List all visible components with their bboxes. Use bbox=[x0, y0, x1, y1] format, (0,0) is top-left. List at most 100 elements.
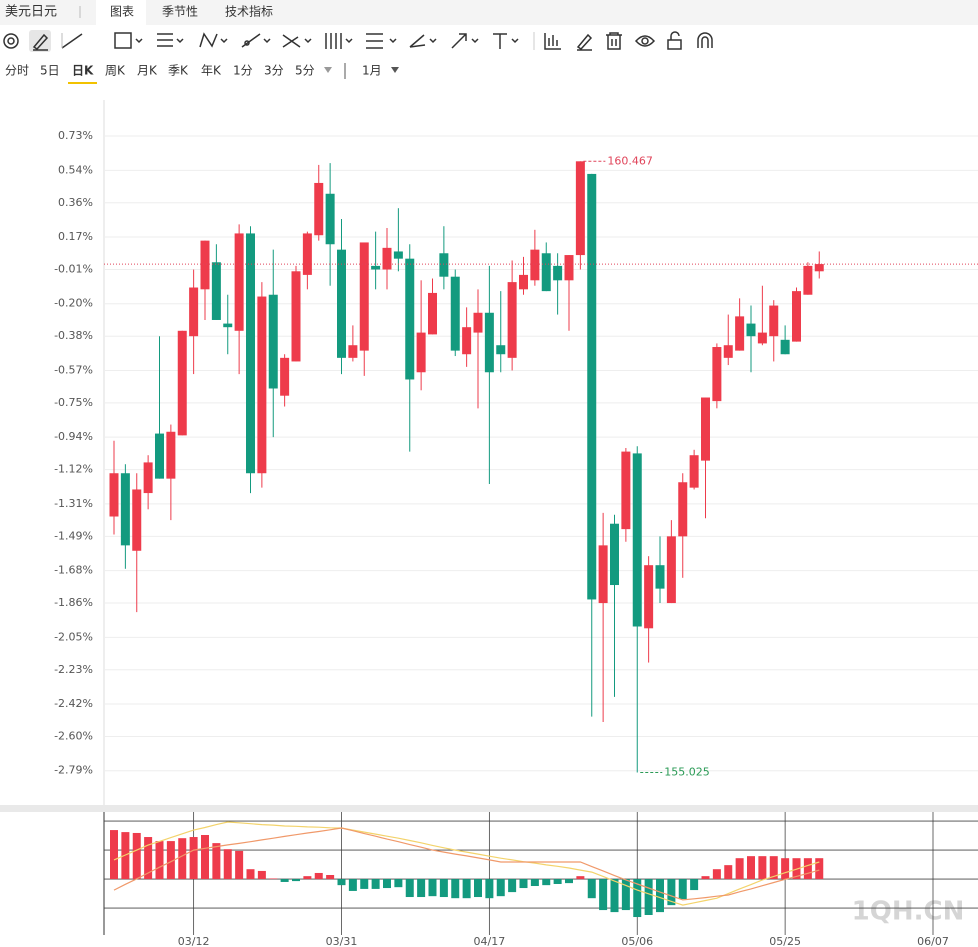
macd-bar bbox=[405, 879, 414, 898]
period-button[interactable]: 日K bbox=[72, 64, 94, 78]
period-button[interactable]: 年K bbox=[201, 64, 222, 78]
tool-icon[interactable] bbox=[697, 32, 713, 48]
period-button[interactable]: 5日 bbox=[40, 64, 60, 78]
candle-body bbox=[280, 357, 290, 396]
period-button[interactable]: 周K bbox=[105, 64, 126, 78]
tool-icon[interactable] bbox=[157, 33, 184, 47]
y-tick-label: 0.73% bbox=[58, 129, 93, 142]
candle-body bbox=[735, 316, 745, 351]
tool-icon[interactable] bbox=[409, 34, 437, 48]
candle-body bbox=[189, 287, 199, 337]
macd-line bbox=[113, 821, 820, 906]
tool-icon[interactable] bbox=[576, 33, 593, 51]
y-tick-label: -0.94% bbox=[54, 430, 93, 443]
macd-bar bbox=[803, 858, 812, 880]
period-button[interactable]: 分时 bbox=[5, 64, 29, 78]
macd-bar bbox=[781, 858, 790, 880]
candle-body bbox=[621, 451, 631, 530]
macd-bar bbox=[348, 879, 357, 891]
candle-body bbox=[166, 431, 176, 479]
macd-bar bbox=[735, 858, 744, 880]
y-tick-label: -1.86% bbox=[54, 596, 93, 609]
candle-body bbox=[177, 330, 187, 436]
y-tick-label: -1.31% bbox=[54, 497, 93, 510]
macd-bar bbox=[633, 879, 642, 918]
tool-icon[interactable] bbox=[114, 32, 143, 49]
range-button[interactable]: 1月 bbox=[362, 64, 382, 78]
tool-icon[interactable] bbox=[325, 33, 353, 49]
macd-bar bbox=[201, 835, 209, 880]
macd-bar bbox=[621, 879, 630, 911]
y-tick-label: -1.12% bbox=[54, 463, 93, 476]
candle-body bbox=[519, 274, 528, 290]
macd-bar bbox=[223, 849, 232, 880]
period-button[interactable]: 3分 bbox=[264, 64, 284, 78]
tool-icon[interactable] bbox=[61, 33, 83, 49]
macd-bar bbox=[815, 858, 824, 880]
y-tick-label: -2.05% bbox=[54, 630, 93, 643]
tool-icon[interactable] bbox=[451, 33, 479, 49]
macd-bar bbox=[394, 879, 403, 888]
macd-bar bbox=[383, 879, 391, 889]
tool-icon[interactable] bbox=[493, 33, 519, 49]
candle-body bbox=[337, 249, 346, 358]
tool-active-bg bbox=[29, 30, 51, 52]
dropdown-arrow[interactable] bbox=[391, 67, 399, 73]
macd-bar bbox=[155, 841, 164, 880]
y-tick-label: -0.01% bbox=[54, 262, 93, 275]
candle-body bbox=[723, 345, 733, 358]
tool-icon[interactable] bbox=[667, 31, 682, 50]
tool-icon[interactable] bbox=[634, 35, 656, 47]
macd-bar bbox=[519, 879, 528, 889]
candle-body bbox=[439, 253, 449, 277]
candle-body bbox=[701, 397, 710, 461]
candle-body bbox=[792, 291, 801, 342]
macd-bar bbox=[110, 830, 118, 880]
max-label: 160.467 bbox=[607, 154, 653, 167]
tab[interactable]: 技术指标 bbox=[225, 4, 273, 19]
candle-body bbox=[257, 296, 267, 474]
macd-bar bbox=[565, 879, 573, 884]
tool-icon[interactable] bbox=[3, 33, 19, 49]
tool-icon[interactable] bbox=[282, 34, 312, 48]
tool-icon[interactable] bbox=[606, 32, 622, 50]
active-underline bbox=[68, 82, 97, 84]
candle-body bbox=[405, 258, 415, 380]
candle-body bbox=[200, 240, 210, 290]
tool-icon[interactable] bbox=[199, 32, 228, 48]
x-tick-label: 05/06 bbox=[621, 935, 653, 947]
macd-bar bbox=[314, 872, 323, 880]
tool-icon[interactable] bbox=[366, 33, 397, 49]
tool-icon[interactable] bbox=[544, 33, 561, 50]
macd-bar bbox=[678, 879, 687, 900]
macd-bar bbox=[508, 879, 517, 893]
tool-icon[interactable] bbox=[32, 33, 49, 51]
macd-bar bbox=[656, 879, 664, 913]
candle-body bbox=[393, 251, 403, 259]
candle-body bbox=[507, 282, 517, 358]
tool-icon[interactable] bbox=[241, 33, 271, 48]
candle-body bbox=[314, 182, 324, 236]
watermark: 1QH.CN bbox=[852, 897, 965, 927]
y-tick-label: 0.36% bbox=[58, 196, 93, 209]
dropdown-arrow[interactable] bbox=[324, 67, 332, 73]
macd-bar bbox=[269, 878, 278, 880]
candle-body bbox=[780, 339, 790, 355]
candle-body bbox=[496, 345, 506, 355]
macd-bar bbox=[360, 879, 369, 889]
candle-body bbox=[302, 233, 312, 275]
x-tick-label: 05/25 bbox=[769, 935, 801, 947]
candle-body bbox=[610, 523, 619, 586]
candle-body bbox=[757, 332, 767, 344]
period-button[interactable]: 季K bbox=[168, 64, 189, 78]
tab[interactable]: 季节性 bbox=[162, 5, 198, 19]
period-button[interactable]: 5分 bbox=[295, 64, 315, 78]
period-button[interactable]: 1分 bbox=[233, 64, 253, 78]
macd-bar bbox=[257, 870, 266, 880]
candle-body bbox=[632, 453, 642, 627]
tab[interactable]: 图表 bbox=[110, 5, 134, 19]
period-button[interactable]: 月K bbox=[137, 64, 158, 78]
macd-bar bbox=[474, 879, 482, 898]
macd-bar bbox=[769, 856, 778, 880]
